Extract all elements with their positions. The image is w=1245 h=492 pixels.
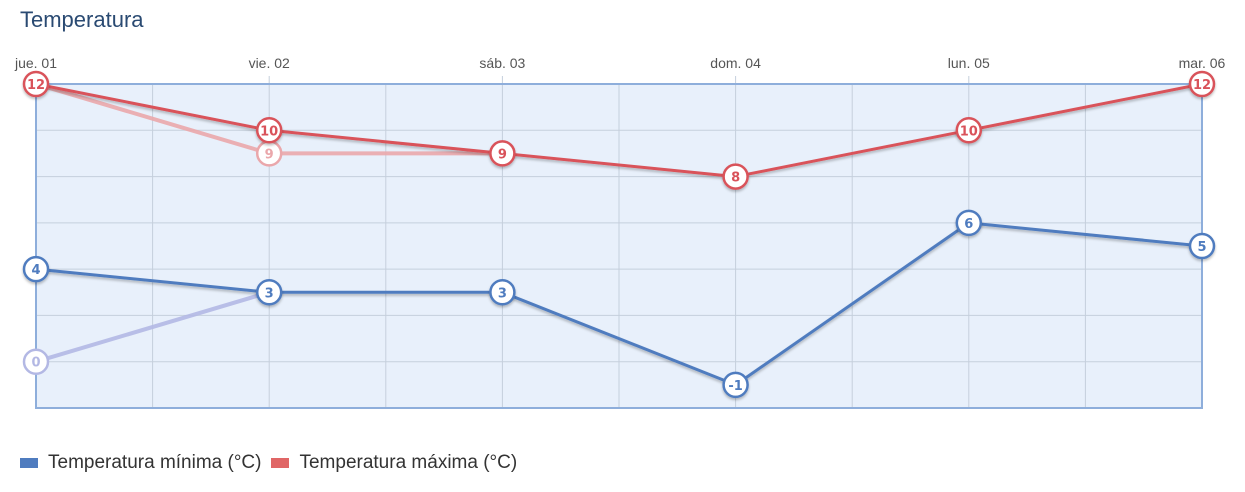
x-axis-label: dom. 04 [710,55,761,71]
svg-text:9: 9 [265,147,274,162]
svg-text:8: 8 [731,171,740,186]
svg-text:6: 6 [964,217,973,232]
svg-text:4: 4 [31,263,40,278]
legend-label-max: Temperatura máxima (°C) [299,452,518,473]
min-temp-point[interactable]: 4 [22,255,50,283]
svg-text:12: 12 [27,78,45,93]
x-axis-label: lun. 05 [948,55,990,71]
min-temp-point[interactable]: 5 [1188,232,1216,260]
legend-item-min-temp[interactable]: Temperatura mínima (°C) [20,452,261,474]
min-temp-line [35,221,1203,387]
svg-text:10: 10 [260,124,278,139]
chart-legend: Temperatura mínima (°C) Temperatura máxi… [20,452,527,474]
max-temp-line [35,82,1203,179]
max-temp-point[interactable]: 12 [22,70,50,98]
min-temp-faded-point[interactable]: 0 [22,348,50,375]
max-temp-point[interactable]: 9 [489,140,516,167]
min-temp-point[interactable]: -1 [722,371,749,399]
min-temp-point[interactable]: 3 [255,279,283,306]
x-axis-label: sáb. 03 [479,55,525,71]
temperature-line-chart: jue. 01 vie. 02 sáb. 03 dom. 04 lun. 05 mar. … [14,55,1226,409]
chart-title: Temperatura [20,7,144,32]
svg-text:12: 12 [1193,78,1211,93]
min-temp-faded-line [35,290,270,364]
svg-text:-1: -1 [728,379,742,394]
min-temp-point[interactable]: 6 [955,209,983,237]
svg-text:0: 0 [31,356,40,371]
legend-swatch-max [271,458,290,468]
legend-swatch-min [20,458,38,468]
svg-text:10: 10 [960,124,978,139]
max-temp-point[interactable]: 10 [255,117,283,144]
legend-label-min: Temperatura mínima (°C) [48,452,262,473]
x-axis-label: jue. 01 [14,55,57,71]
min-temp-point[interactable]: 3 [489,279,516,306]
max-temp-point[interactable]: 12 [1188,70,1216,98]
svg-text:3: 3 [265,286,274,301]
svg-text:9: 9 [498,147,507,162]
max-temp-faded-point[interactable]: 9 [255,140,283,167]
legend-item-max-temp[interactable]: Temperatura máxima (°C) [271,452,517,474]
max-temp-point[interactable]: 8 [722,163,749,190]
x-axis-label: mar. 06 [1179,55,1226,71]
svg-text:3: 3 [498,286,507,301]
x-axis-label: vie. 02 [249,55,290,71]
max-temp-point[interactable]: 10 [955,117,983,144]
svg-text:5: 5 [1197,240,1206,255]
